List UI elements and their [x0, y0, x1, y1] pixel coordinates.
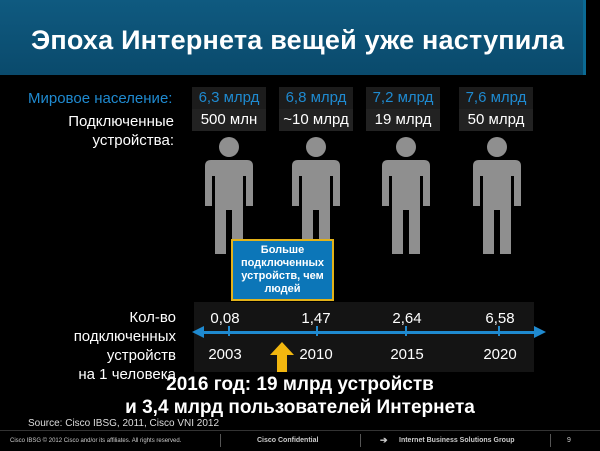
devices-label-line1: Подключенные [68, 113, 174, 130]
headline-line2: и 3,4 млрд пользователей Интернета [125, 397, 475, 418]
per-person-label: Кол-во подключенных устройств на 1 челов… [24, 308, 176, 384]
population-2010: 6,8 млрд [279, 87, 353, 109]
footer-group: Internet Business Solutions Group [399, 437, 515, 444]
footer: Cisco IBSG © 2012 Cisco and/or its affil… [0, 430, 600, 451]
footer-divider [220, 434, 221, 447]
timeline-panel [194, 302, 534, 372]
population-label: Мировое население: [28, 90, 173, 107]
footer-page-number: 9 [567, 437, 571, 444]
year-2003: 2003 [208, 346, 242, 363]
footer-arrow-icon: ➔ [380, 435, 388, 445]
headline-line1: 2016 год: 19 млрд устройств [166, 374, 434, 395]
per-person-label-line1: Кол-во подключенных [73, 309, 176, 345]
devices-2015: 19 млрд [366, 109, 440, 131]
year-2010: 2010 [299, 346, 333, 363]
callout-box: Больше подключенных устройств, чем людей [231, 239, 334, 301]
per-person-2010: 1,47 [301, 310, 331, 327]
population-2003: 6,3 млрд [192, 87, 266, 109]
devices-2010: ~10 млрд [279, 109, 353, 131]
per-person-2020: 6,58 [485, 310, 515, 327]
per-person-2003: 0,08 [210, 310, 240, 327]
timeline-tick [405, 326, 407, 336]
year-2020: 2020 [483, 346, 517, 363]
devices-2020: 50 млрд [459, 109, 533, 131]
source-note: Source: Cisco IBSG, 2011, Cisco VNI 2012 [28, 418, 220, 429]
population-2020: 7,6 млрд [459, 87, 533, 109]
callout-line1: Больше [260, 244, 305, 256]
callout-line4: людей [264, 283, 301, 295]
devices-2003: 500 млн [192, 109, 266, 131]
timeline-tick [228, 326, 230, 336]
devices-label-line2: устройства: [92, 132, 174, 149]
per-person-2015: 2,64 [392, 310, 422, 327]
timeline-tick [316, 326, 318, 336]
per-person-label-line2: устройств [106, 347, 176, 364]
per-person-label-line3: на 1 человека [78, 366, 176, 383]
slide-title: Эпоха Интернета вещей уже наступила [31, 25, 565, 55]
footer-divider [550, 434, 551, 447]
person-icon [473, 137, 521, 254]
population-2015: 7,2 млрд [366, 87, 440, 109]
up-arrow-icon [270, 342, 294, 372]
devices-label: Подключенные устройства: [40, 112, 174, 150]
timeline-axis [202, 331, 539, 334]
person-icon [292, 137, 340, 254]
person-icon [205, 137, 253, 254]
person-icon [382, 137, 430, 254]
callout-line3: устройств, чем [241, 270, 324, 282]
timeline-right-arrow-icon [534, 326, 546, 338]
timeline-left-arrow-icon [192, 326, 204, 338]
footer-divider [360, 434, 361, 447]
callout-line2: подключенных [240, 257, 325, 269]
title-banner: Эпоха Интернета вещей уже наступила [0, 0, 586, 75]
footer-copyright: Cisco IBSG © 2012 Cisco and/or its affil… [10, 438, 182, 444]
year-2015: 2015 [390, 346, 424, 363]
footer-confidential: Cisco Confidential [257, 437, 319, 444]
timeline-tick [498, 326, 500, 336]
